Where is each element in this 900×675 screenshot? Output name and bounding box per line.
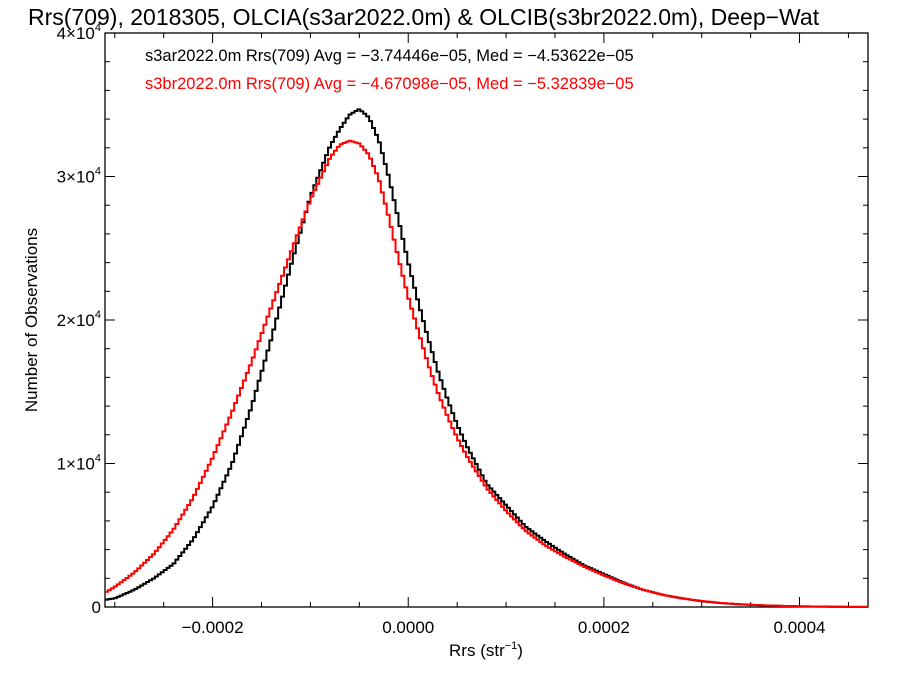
series-layer xyxy=(105,108,868,608)
x-tick-label: 0.0002 xyxy=(578,618,630,637)
y-tick-label-base: 0 xyxy=(92,598,101,617)
y-tick-label-base: 2×10 xyxy=(57,311,95,330)
x-axis-ticks: −0.0002 0.0000 0.0002 0.0004 xyxy=(114,33,849,637)
x-tick-label: 0.0004 xyxy=(774,618,826,637)
y-tick-label-base: 1×10 xyxy=(57,455,95,474)
plot-frame xyxy=(104,32,869,608)
chart-title: Rrs(709), 2018305, OLCIA(s3ar2022.0m) & … xyxy=(28,4,820,30)
y-axis-label: Number of Observations xyxy=(22,228,41,412)
y-tick-label: 0 xyxy=(92,598,101,617)
legend-entry-s3ar: s3ar2022.0m Rrs(709) Avg = −3.74446e−05,… xyxy=(145,47,634,65)
legend-entry-s3br: s3br2022.0m Rrs(709) Avg = −4.67098e−05,… xyxy=(145,75,634,93)
y-tick-label: 3×104 xyxy=(57,166,101,187)
x-axis-label-end: ) xyxy=(517,641,523,660)
legend: s3ar2022.0m Rrs(709) Avg = −3.74446e−05,… xyxy=(145,47,634,93)
x-tick-label: 0.0000 xyxy=(382,618,434,637)
y-tick-label-exponent: 4 xyxy=(95,22,101,34)
y-tick-label-exponent: 4 xyxy=(95,309,101,321)
y-tick-label-base: 3×10 xyxy=(57,168,95,187)
series-line-s3ar xyxy=(105,108,868,608)
y-tick-label-base: 4×10 xyxy=(57,24,95,43)
x-axis-label-text: Rrs (str xyxy=(449,641,505,660)
y-tick-label-exponent: 4 xyxy=(95,453,101,465)
x-tick-label: −0.0002 xyxy=(182,618,244,637)
y-tick-label-exponent: 4 xyxy=(95,166,101,178)
x-axis-label: Rrs (str−1) xyxy=(449,640,523,660)
y-tick-label: 1×104 xyxy=(57,453,101,474)
y-tick-label: 4×104 xyxy=(57,22,101,43)
x-axis-label-superscript: −1 xyxy=(505,640,518,652)
series-line-s3br xyxy=(105,139,868,608)
y-tick-label: 2×104 xyxy=(57,309,101,330)
